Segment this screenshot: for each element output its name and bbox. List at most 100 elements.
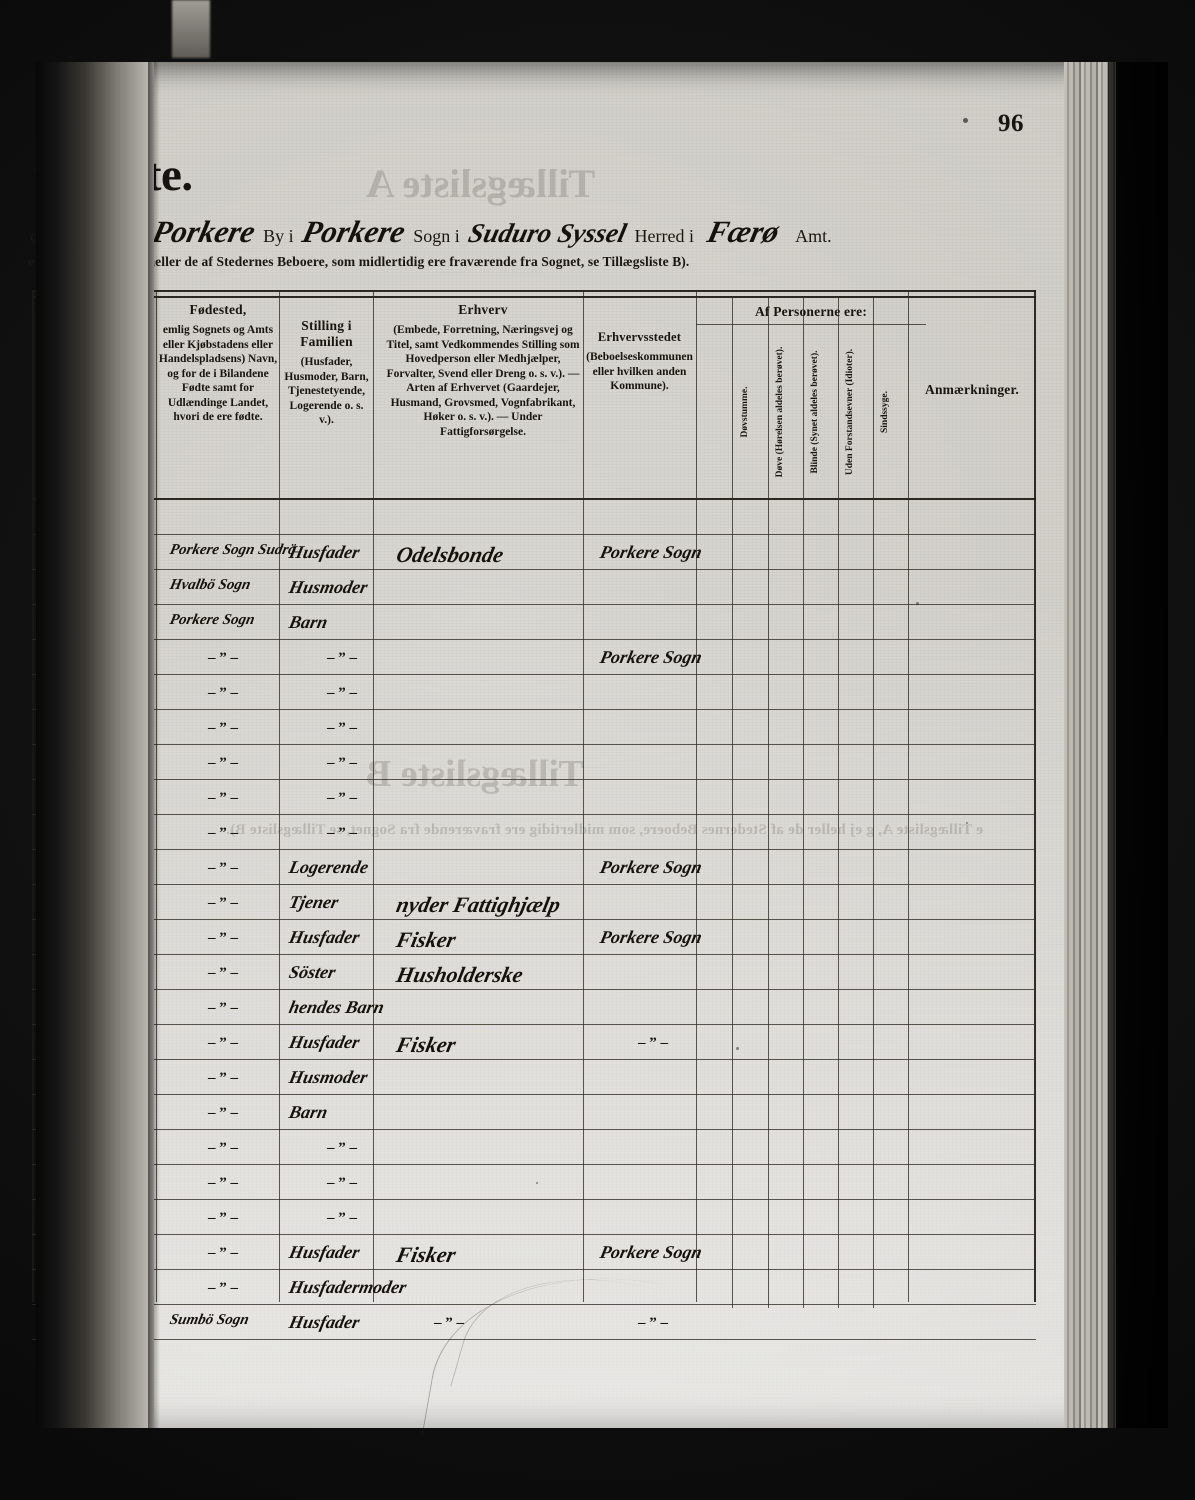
header-fodested-sub: emlig Sognets og Amts eller Kjøbstadens … bbox=[158, 324, 278, 423]
book-fore-edge-shadow bbox=[1108, 62, 1168, 1428]
cell-stilling: – ” – bbox=[327, 825, 357, 841]
page-number: 96 bbox=[998, 110, 1024, 137]
cell-erhverv: Fisker bbox=[394, 1242, 459, 1267]
cell-fodested: – ” – bbox=[208, 790, 238, 806]
cell-erhverv: Fisker bbox=[394, 1032, 459, 1057]
table-row-rule bbox=[32, 884, 1036, 885]
paper-leaf: 96 Tillægsliste A Tillægsliste B e Tillæ… bbox=[28, 62, 1108, 1487]
table-row-rule bbox=[32, 954, 1036, 955]
table-row-rule bbox=[32, 1024, 1036, 1025]
cell-erhvervsstedet: – ” – bbox=[638, 1315, 668, 1331]
paper-speck bbox=[536, 1182, 538, 1184]
header-stilling-title: Stilling i Familien bbox=[300, 318, 353, 349]
cell-erhvervsstedet: – ” – bbox=[638, 1035, 668, 1051]
header-stilling-sub: (Husfader, Husmoder, Barn, Tjenestetyend… bbox=[284, 356, 369, 426]
cell-erhverv: – ” – bbox=[434, 1315, 464, 1331]
col-rule-erhverv bbox=[583, 290, 584, 1302]
cell-stilling: Husfader bbox=[287, 1312, 362, 1332]
cell-fodested: – ” – bbox=[208, 965, 238, 981]
header-erhverv: Erhverv (Embede, Forretning, Næringsvej … bbox=[385, 302, 581, 439]
value-sogn: Porkere bbox=[298, 214, 409, 249]
cell-fodested: – ” – bbox=[208, 1105, 238, 1121]
table-header-rule bbox=[32, 296, 1036, 298]
col-rule-stilling bbox=[373, 290, 374, 1302]
cell-stilling: Husfader bbox=[287, 1242, 362, 1262]
header-dove: Døve (Hørelsen aldeles berøvet). bbox=[775, 346, 785, 478]
paper-speck bbox=[736, 1047, 739, 1050]
cell-stilling: – ” – bbox=[327, 1175, 357, 1191]
cell-fodested: – ” – bbox=[208, 1140, 238, 1156]
cell-fodested: – ” – bbox=[208, 1000, 238, 1016]
cell-stilling: Husfader bbox=[287, 927, 362, 947]
instruction-notice: e Tillægsliste A, g ej heller de af Sted… bbox=[28, 254, 690, 269]
label-herred-i: Herred i bbox=[634, 226, 694, 246]
table-row-rule bbox=[32, 779, 1036, 780]
cell-fodested: – ” – bbox=[208, 930, 238, 946]
col-rule-fodested bbox=[279, 290, 280, 1302]
cell-fodested: Sumbö Sogn bbox=[168, 1312, 251, 1328]
cell-erhverv: Fisker bbox=[394, 927, 459, 952]
cell-stilling: – ” – bbox=[327, 1210, 357, 1226]
table-row-rule bbox=[32, 849, 1036, 850]
table-row-rule bbox=[32, 1094, 1036, 1095]
header-erhverv-title: Erhverv bbox=[458, 302, 508, 317]
paper-speck bbox=[966, 822, 968, 824]
col-rule-n1 bbox=[732, 296, 733, 1308]
table-row-rule bbox=[32, 814, 1036, 815]
cell-stilling: – ” – bbox=[327, 1140, 357, 1156]
table-row-rule bbox=[32, 1164, 1036, 1165]
cell-stilling: Logerende bbox=[287, 857, 371, 877]
bleedthrough-title: Tillægsliste A bbox=[366, 161, 596, 206]
cell-fodested: – ” – bbox=[208, 1070, 238, 1086]
label-sogn-i: Sogn i bbox=[413, 226, 460, 246]
cell-erhverv: nyder Fattighjælp bbox=[394, 892, 563, 917]
col-rule-erhvervssted bbox=[696, 290, 697, 1302]
header-erhvervsstedet-title: Erhvervsstedet bbox=[597, 330, 682, 344]
header-anmaerkninger-title: Anmærkninger. bbox=[925, 382, 1019, 397]
place-fill-line: og 14 Huse Porkere By i Porkere Sogn i S… bbox=[30, 214, 1030, 249]
header-stilling: Stilling i Familien (Husfader, Husmoder,… bbox=[281, 318, 372, 428]
cell-fodested: – ” – bbox=[208, 685, 238, 701]
header-anmaerkninger: Anmærkninger. bbox=[910, 382, 1034, 398]
col-rule-n3 bbox=[803, 296, 804, 1308]
header-group-af-personerne: Af Personerne ere: bbox=[696, 304, 926, 320]
table-row-rule bbox=[32, 1199, 1036, 1200]
blank-band-rule bbox=[32, 534, 1036, 535]
table-row-rule bbox=[32, 674, 1036, 675]
header-group-label: Af Personerne ere: bbox=[754, 304, 868, 319]
cell-fodested: – ” – bbox=[208, 1175, 238, 1191]
header-dovstumme: Døvstumme. bbox=[740, 386, 750, 438]
table-top-rule bbox=[32, 290, 1036, 292]
table-row-rule bbox=[32, 569, 1036, 570]
cell-fodested: – ” – bbox=[208, 895, 238, 911]
value-by: Porkere bbox=[148, 214, 259, 249]
cell-fodested: – ” – bbox=[208, 1035, 238, 1051]
header-sindssyge: Sindssyge. bbox=[880, 391, 890, 433]
cell-stilling: Husfadermoder bbox=[287, 1277, 409, 1297]
cell-stilling: Husfader bbox=[287, 1032, 362, 1052]
cell-erhverv: Husholderske bbox=[394, 962, 526, 987]
cell-erhvervsstedet: Porkere Sogn bbox=[598, 857, 704, 877]
col-rule-n4 bbox=[838, 296, 839, 1308]
table-row-rule bbox=[32, 1234, 1036, 1235]
header-fodested-title: Fødested, bbox=[189, 302, 247, 317]
cell-fodested: – ” – bbox=[208, 1280, 238, 1296]
cell-fodested: – ” – bbox=[208, 650, 238, 666]
group-header-rule bbox=[696, 324, 926, 325]
table-row-rule bbox=[32, 1304, 1036, 1305]
cell-stilling: Söster bbox=[287, 962, 338, 982]
label-by-i: By i bbox=[263, 226, 294, 246]
cell-stilling: Husmoder bbox=[287, 1067, 370, 1087]
cell-erhverv: Odelsbonde bbox=[394, 542, 506, 567]
header-erhverv-sub: (Embede, Forretning, Næringsvej og Titel… bbox=[386, 324, 580, 438]
header-blinde: Blinde (Synet aldeles berøvet). bbox=[810, 350, 820, 474]
spine-highlight bbox=[172, 0, 210, 58]
census-table: Trossamfund („PolkeKirken“ eller andet S… bbox=[32, 290, 1036, 1340]
book-fore-edge bbox=[1064, 62, 1116, 1428]
table-row-rule bbox=[32, 989, 1036, 990]
cell-stilling: Barn bbox=[287, 612, 330, 632]
page-corner-speck bbox=[963, 118, 968, 123]
cell-stilling: – ” – bbox=[327, 685, 357, 701]
header-fodested: Fødested, emlig Sognets og Amts eller Kj… bbox=[158, 302, 278, 425]
header-idioter: Uden Forstandsevner (Idioter). bbox=[845, 348, 855, 476]
